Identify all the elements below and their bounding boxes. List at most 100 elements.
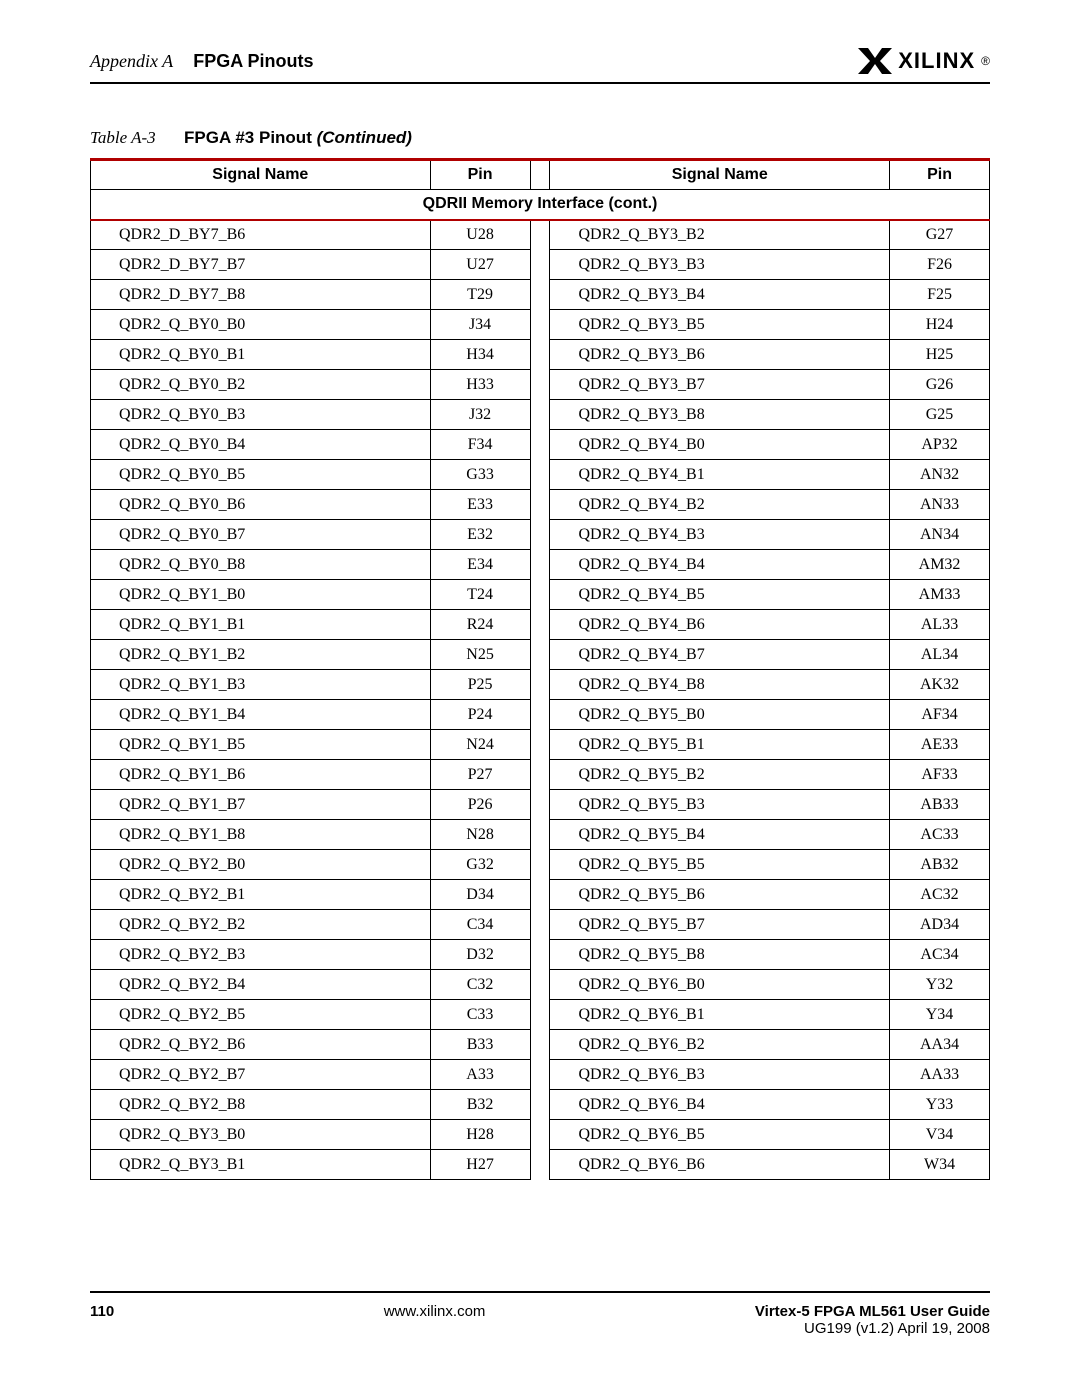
- signal-left: QDR2_Q_BY2_B7: [91, 1060, 431, 1090]
- pin-left: P26: [430, 790, 530, 820]
- table-gap: [530, 1090, 550, 1120]
- signal-right: QDR2_Q_BY5_B6: [550, 880, 890, 910]
- pin-right: AC34: [890, 940, 990, 970]
- table-gap: [530, 160, 550, 190]
- signal-right: QDR2_Q_BY4_B3: [550, 520, 890, 550]
- table-row: QDR2_Q_BY1_B4P24QDR2_Q_BY5_B0AF34: [91, 700, 990, 730]
- pin-left: C32: [430, 970, 530, 1000]
- signal-left: QDR2_Q_BY2_B0: [91, 850, 431, 880]
- pin-left: N24: [430, 730, 530, 760]
- pin-left: T24: [430, 580, 530, 610]
- signal-right: QDR2_Q_BY4_B8: [550, 670, 890, 700]
- table-row: QDR2_D_BY7_B8T29QDR2_Q_BY3_B4F25: [91, 280, 990, 310]
- pin-right: Y33: [890, 1090, 990, 1120]
- signal-right: QDR2_Q_BY5_B8: [550, 940, 890, 970]
- pin-right: AK32: [890, 670, 990, 700]
- signal-left: QDR2_Q_BY3_B1: [91, 1150, 431, 1180]
- signal-right: QDR2_Q_BY6_B5: [550, 1120, 890, 1150]
- signal-right: QDR2_Q_BY3_B3: [550, 250, 890, 280]
- pin-left: H27: [430, 1150, 530, 1180]
- signal-right: QDR2_Q_BY6_B1: [550, 1000, 890, 1030]
- table-row: QDR2_Q_BY0_B7E32QDR2_Q_BY4_B3AN34: [91, 520, 990, 550]
- pin-right: AB33: [890, 790, 990, 820]
- pin-left: D32: [430, 940, 530, 970]
- signal-right: QDR2_Q_BY6_B3: [550, 1060, 890, 1090]
- xilinx-logo-text: XILINX: [898, 48, 975, 74]
- table-row: QDR2_Q_BY0_B2H33QDR2_Q_BY3_B7G26: [91, 370, 990, 400]
- table-gap: [530, 760, 550, 790]
- signal-right: QDR2_Q_BY3_B8: [550, 400, 890, 430]
- signal-right: QDR2_Q_BY5_B5: [550, 850, 890, 880]
- pin-right: G25: [890, 400, 990, 430]
- xilinx-logo: XILINX®: [858, 48, 990, 74]
- signal-left: QDR2_Q_BY1_B3: [91, 670, 431, 700]
- pin-left: U27: [430, 250, 530, 280]
- page-number: 110: [90, 1303, 114, 1320]
- table-section-title: QDRII Memory Interface (cont.): [91, 190, 990, 220]
- pin-left: E33: [430, 490, 530, 520]
- signal-left: QDR2_Q_BY2_B2: [91, 910, 431, 940]
- signal-left: QDR2_Q_BY0_B3: [91, 400, 431, 430]
- signal-right: QDR2_Q_BY6_B4: [550, 1090, 890, 1120]
- signal-left: QDR2_D_BY7_B7: [91, 250, 431, 280]
- table-row: QDR2_Q_BY0_B4F34QDR2_Q_BY4_B0AP32: [91, 430, 990, 460]
- signal-right: QDR2_Q_BY5_B0: [550, 700, 890, 730]
- pin-right: AM33: [890, 580, 990, 610]
- appendix-prefix: Appendix A: [90, 51, 173, 71]
- pin-left: R24: [430, 610, 530, 640]
- pin-left: C34: [430, 910, 530, 940]
- pin-left: H28: [430, 1120, 530, 1150]
- table-gap: [530, 1060, 550, 1090]
- signal-right: QDR2_Q_BY5_B4: [550, 820, 890, 850]
- table-row: QDR2_Q_BY2_B1D34QDR2_Q_BY5_B6AC32: [91, 880, 990, 910]
- table-body: QDR2_D_BY7_B6U28QDR2_Q_BY3_B2G27QDR2_D_B…: [91, 220, 990, 1180]
- table-row: QDR2_Q_BY3_B1H27QDR2_Q_BY6_B6W34: [91, 1150, 990, 1180]
- signal-right: QDR2_Q_BY4_B7: [550, 640, 890, 670]
- table-row: QDR2_Q_BY1_B0T24QDR2_Q_BY4_B5AM33: [91, 580, 990, 610]
- signal-left: QDR2_Q_BY2_B3: [91, 940, 431, 970]
- pin-right: AL33: [890, 610, 990, 640]
- pin-right: V34: [890, 1120, 990, 1150]
- table-gap: [530, 1150, 550, 1180]
- table-gap: [530, 910, 550, 940]
- pin-left: P24: [430, 700, 530, 730]
- pin-right: Y32: [890, 970, 990, 1000]
- pin-right: AF33: [890, 760, 990, 790]
- signal-left: QDR2_Q_BY2_B5: [91, 1000, 431, 1030]
- pin-right: H24: [890, 310, 990, 340]
- table-row: QDR2_Q_BY1_B7P26QDR2_Q_BY5_B3AB33: [91, 790, 990, 820]
- pin-right: AA33: [890, 1060, 990, 1090]
- pin-right: AF34: [890, 700, 990, 730]
- table-section-row: QDRII Memory Interface (cont.): [91, 190, 990, 220]
- pin-left: J34: [430, 310, 530, 340]
- signal-left: QDR2_D_BY7_B6: [91, 220, 431, 250]
- pin-right: AE33: [890, 730, 990, 760]
- table-gap: [530, 970, 550, 1000]
- signal-left: QDR2_Q_BY0_B1: [91, 340, 431, 370]
- signal-right: QDR2_Q_BY4_B1: [550, 460, 890, 490]
- pin-left: G32: [430, 850, 530, 880]
- table-gap: [530, 700, 550, 730]
- table-row: QDR2_Q_BY1_B6P27QDR2_Q_BY5_B2AF33: [91, 760, 990, 790]
- pin-right: AL34: [890, 640, 990, 670]
- table-row: QDR2_Q_BY0_B3J32 QDR2_Q_BY3_B8G25: [91, 400, 990, 430]
- pin-left: D34: [430, 880, 530, 910]
- table-row: QDR2_Q_BY0_B6E33QDR2_Q_BY4_B2AN33: [91, 490, 990, 520]
- signal-left: QDR2_Q_BY1_B6: [91, 760, 431, 790]
- pin-left: N25: [430, 640, 530, 670]
- pin-left: J32: [430, 400, 530, 430]
- table-row: QDR2_Q_BY1_B5N24QDR2_Q_BY5_B1AE33: [91, 730, 990, 760]
- pin-right: Y34: [890, 1000, 990, 1030]
- table-row: QDR2_Q_BY3_B0H28QDR2_Q_BY6_B5V34: [91, 1120, 990, 1150]
- doc-id: UG199 (v1.2) April 19, 2008: [755, 1320, 990, 1337]
- pin-left: C33: [430, 1000, 530, 1030]
- pin-left: A33: [430, 1060, 530, 1090]
- signal-left: QDR2_Q_BY1_B7: [91, 790, 431, 820]
- pin-left: H33: [430, 370, 530, 400]
- table-row: QDR2_Q_BY0_B0J34QDR2_Q_BY3_B5H24: [91, 310, 990, 340]
- col-header-pin-left: Pin: [430, 160, 530, 190]
- pin-right: AN32: [890, 460, 990, 490]
- signal-left: QDR2_Q_BY2_B8: [91, 1090, 431, 1120]
- table-row: QDR2_Q_BY0_B8E34QDR2_Q_BY4_B4AM32: [91, 550, 990, 580]
- table-row: QDR2_Q_BY1_B2N25QDR2_Q_BY4_B7AL34: [91, 640, 990, 670]
